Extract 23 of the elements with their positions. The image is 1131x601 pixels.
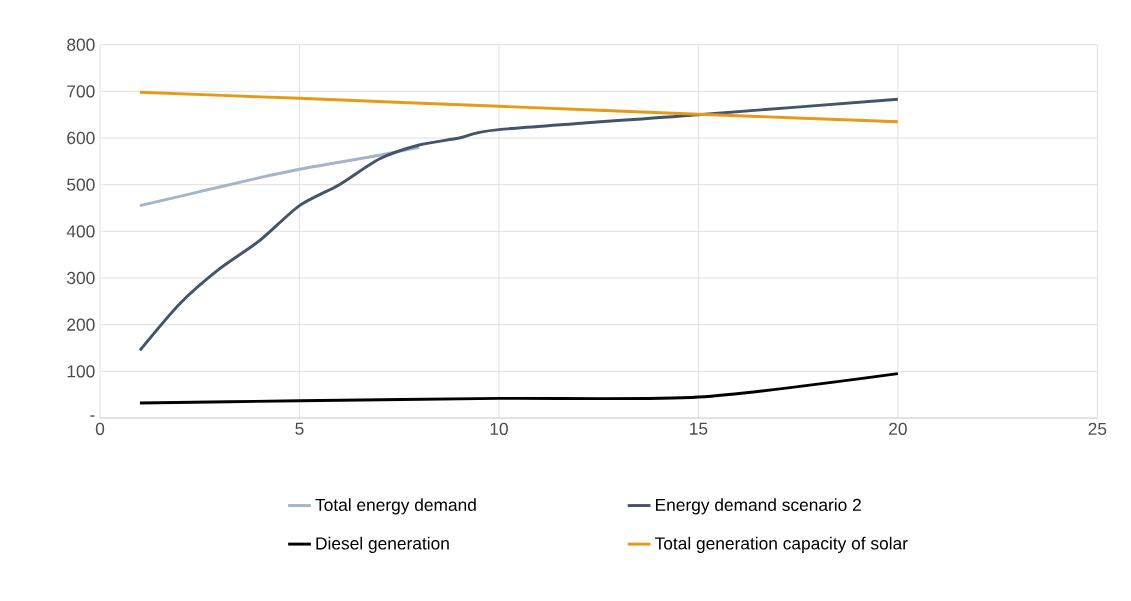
y-tick-label: 400: [66, 225, 95, 238]
y-tick-label: 300: [67, 271, 95, 285]
legend-label: Total energy demand: [315, 498, 476, 515]
x-tick-label: 20: [889, 422, 907, 435]
legend-label: Total generation capacity of solar: [655, 536, 908, 553]
y-tick-label: 600: [67, 131, 95, 145]
y-tick-label: 500: [67, 178, 95, 191]
y-tick-label: 100: [67, 365, 95, 378]
x-tick-label: 25: [1088, 422, 1107, 435]
x-tick-label: 10: [490, 422, 508, 435]
y-tick-label: -: [90, 415, 95, 417]
line-series: [138, 90, 900, 124]
y-tick-label: 200: [67, 318, 95, 331]
y-tick-label: 700: [67, 85, 95, 98]
y-tick-label: 800: [67, 38, 95, 51]
x-tick-label: 0: [95, 422, 105, 435]
legend-label: Diesel generation: [316, 536, 449, 553]
legend-label: Energy demand scenario 2: [656, 498, 861, 515]
line-series: [138, 145, 421, 208]
line-series: [138, 97, 900, 352]
line-series: [138, 372, 900, 405]
x-tick-label: 15: [690, 422, 708, 435]
x-tick-label: 5: [295, 422, 304, 435]
